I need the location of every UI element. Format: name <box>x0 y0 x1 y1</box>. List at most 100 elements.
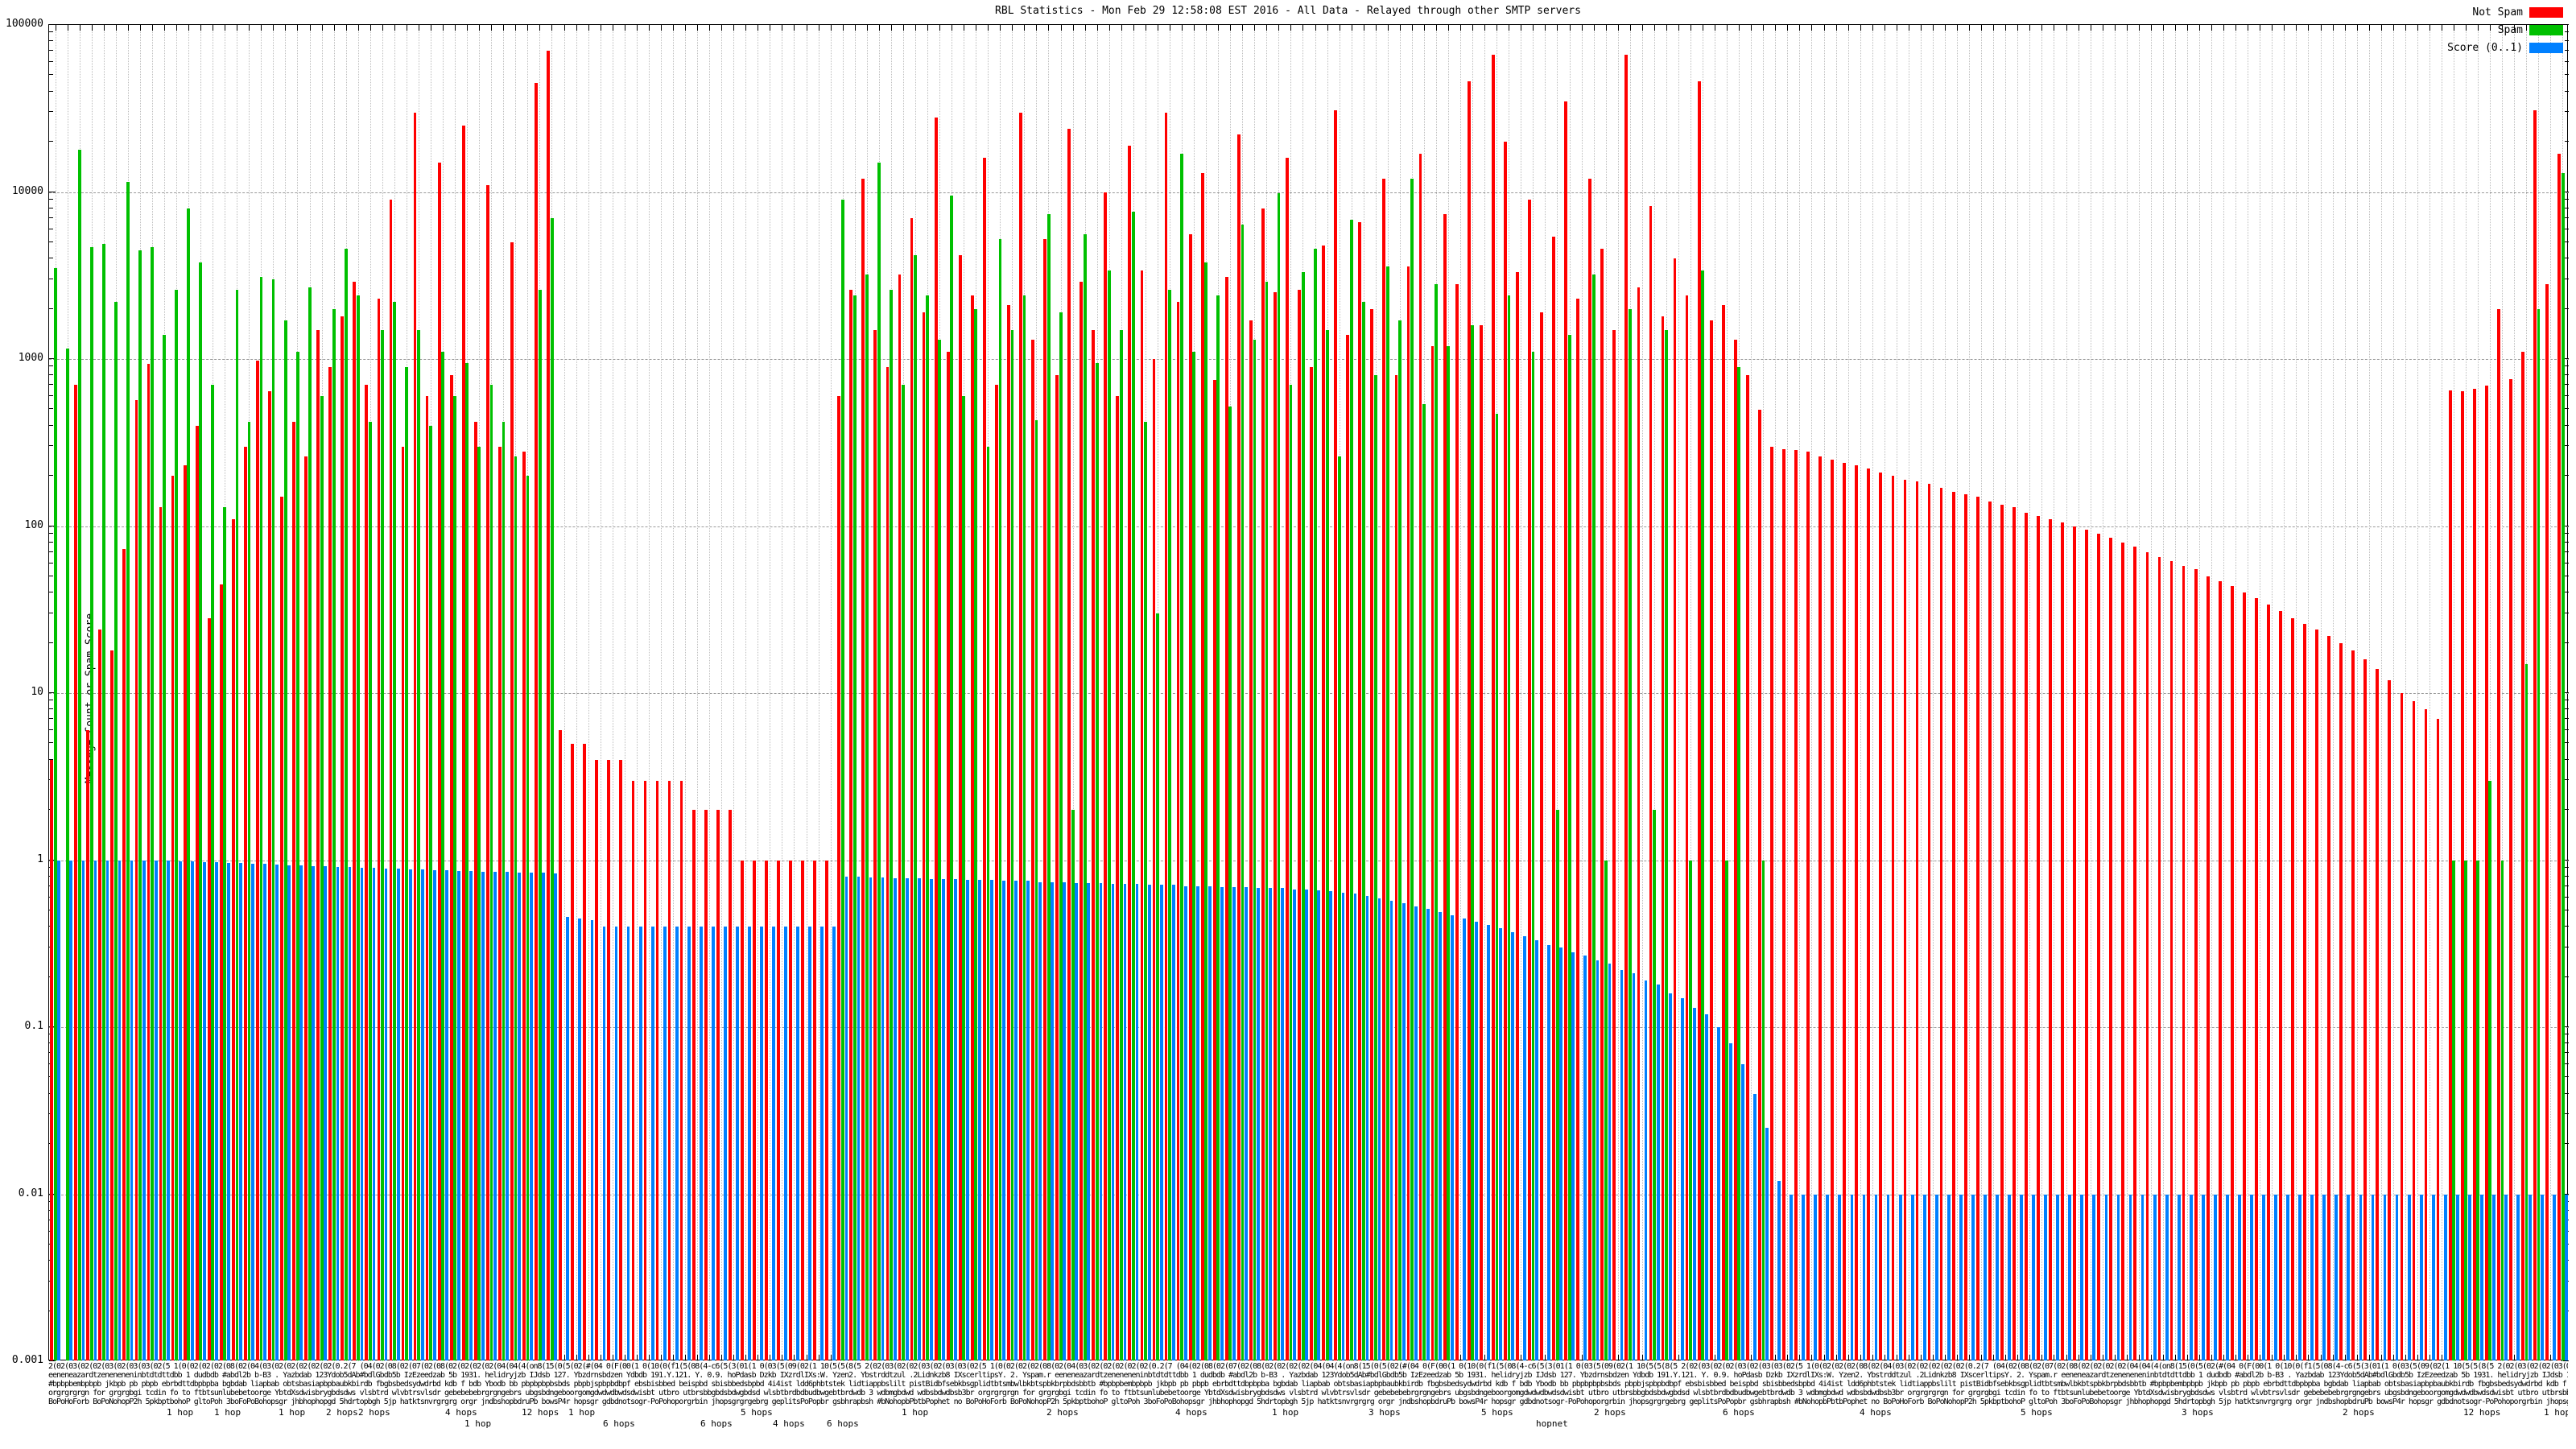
x-tick <box>2344 1355 2346 1360</box>
decade-gridline <box>49 693 2569 694</box>
y-minor-tick <box>49 475 53 477</box>
x-tick <box>1993 1355 1995 1360</box>
x-tick <box>249 25 250 31</box>
bar-not-spam <box>619 759 623 1360</box>
bar-not-spam <box>958 254 962 1360</box>
bar-not-spam <box>2097 534 2101 1360</box>
bar-score-0-1 <box>1305 889 1309 1360</box>
bar-not-spam <box>1104 192 1108 1360</box>
bar-score-0-1 <box>1014 881 1018 1360</box>
bar-score-0-1 <box>1389 901 1393 1360</box>
x-tick <box>357 25 359 31</box>
bar-score-0-1 <box>408 869 412 1360</box>
bar-score-0-1 <box>2553 1194 2557 1360</box>
x-gridline <box>2356 25 2358 1361</box>
x-tick <box>1787 1355 1789 1360</box>
hops-label: 1 hop <box>568 1407 596 1418</box>
bar-not-spam <box>1491 55 1495 1360</box>
bar-not-spam <box>2424 709 2428 1360</box>
bar-not-spam <box>461 125 465 1360</box>
bar-not-spam <box>1346 334 1350 1360</box>
bar-not-spam <box>1540 312 1543 1360</box>
bar-score-0-1 <box>1765 1127 1769 1360</box>
y-tick-label: 1 <box>37 852 43 865</box>
x-gridline <box>2029 25 2031 1361</box>
y-minor-tick <box>49 708 53 710</box>
bar-not-spam <box>1733 340 1737 1360</box>
x-tick <box>1121 25 1122 31</box>
y-minor-tick <box>49 718 53 720</box>
x-tick <box>2490 25 2491 31</box>
bar-not-spam <box>679 780 683 1360</box>
y-minor-tick <box>2565 111 2569 113</box>
x-gridline <box>1787 25 1789 1361</box>
bar-not-spam <box>2521 352 2524 1360</box>
bar-score-0-1 <box>1680 997 1684 1360</box>
bar-spam <box>1361 301 1365 1360</box>
bar-score-0-1 <box>2347 1194 2351 1360</box>
hops-label: 1 hop <box>2544 1407 2568 1418</box>
bar-score-0-1 <box>748 927 751 1360</box>
bar-not-spam <box>716 810 720 1360</box>
bar-not-spam <box>304 456 308 1360</box>
bar-score-0-1 <box>857 876 861 1360</box>
x-gridline <box>2017 25 2019 1361</box>
bar-not-spam <box>243 446 247 1360</box>
y-minor-tick <box>49 742 53 744</box>
bar-score-0-1 <box>1704 1013 1708 1360</box>
bar-not-spam <box>2460 391 2464 1360</box>
bar-spam <box>1253 340 1257 1360</box>
bar-not-spam <box>2533 109 2537 1360</box>
bar-not-spam <box>50 759 53 1360</box>
bar-spam <box>2452 860 2456 1360</box>
bar-score-0-1 <box>1946 1194 1951 1360</box>
bar-spam <box>840 200 844 1360</box>
bar-spam <box>950 196 954 1360</box>
y-major-tick <box>2562 1193 2569 1195</box>
hops-label: hopnet <box>1536 1418 1568 1429</box>
y-minor-tick <box>2565 40 2569 42</box>
bar-spam <box>126 181 130 1360</box>
y-minor-tick <box>2565 809 2569 811</box>
x-tick <box>2041 1355 2043 1360</box>
x-tick <box>1278 25 1280 31</box>
x-tick <box>1666 25 1667 31</box>
bar-score-0-1 <box>2250 1194 2253 1360</box>
y-major-tick <box>49 692 56 693</box>
bar-score-0-1 <box>2443 1194 2447 1360</box>
bar-spam <box>89 246 93 1360</box>
x-tick <box>685 25 687 31</box>
x-tick <box>1775 1355 1777 1360</box>
bar-score-0-1 <box>772 927 776 1360</box>
bar-not-spam <box>1334 109 1338 1360</box>
bar-score-0-1 <box>118 860 122 1360</box>
bar-not-spam <box>2000 504 2004 1360</box>
bar-not-spam <box>2133 547 2137 1360</box>
bar-score-0-1 <box>1281 888 1285 1360</box>
hops-label: 6 hops <box>603 1418 635 1429</box>
x-tick <box>878 25 880 31</box>
x-tick <box>1811 25 1813 31</box>
bar-not-spam <box>1043 239 1046 1360</box>
x-gridline <box>794 25 795 1361</box>
x-axis-labels: 2(02(03(02(02(03(02(03(03(02(5 1(0(02(02… <box>48 1362 2568 1443</box>
x-tick <box>588 1355 589 1360</box>
x-tick <box>273 25 275 31</box>
x-tick <box>91 25 93 31</box>
bar-spam <box>101 243 105 1360</box>
x-tick <box>709 1355 711 1360</box>
x-tick <box>1460 25 1462 31</box>
bar-score-0-1 <box>784 927 788 1360</box>
y-minor-tick <box>49 90 53 92</box>
x-gridline <box>1981 25 1983 1361</box>
bar-spam <box>1313 248 1317 1360</box>
bar-score-0-1 <box>2262 1194 2265 1360</box>
bar-not-spam <box>437 163 441 1360</box>
x-tick <box>1969 25 1971 31</box>
bar-score-0-1 <box>650 927 654 1360</box>
y-minor-tick <box>2565 532 2569 534</box>
bar-spam <box>1629 308 1632 1360</box>
bar-score-0-1 <box>1910 1194 1914 1360</box>
bar-spam <box>1241 224 1245 1360</box>
legend-label: Spam <box>2497 23 2523 36</box>
